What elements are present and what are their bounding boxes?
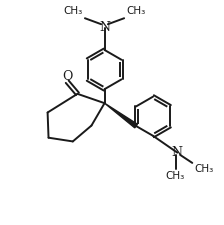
Text: O: O	[62, 70, 72, 83]
Text: CH₃: CH₃	[166, 171, 185, 181]
Polygon shape	[105, 103, 137, 128]
Text: CH₃: CH₃	[63, 6, 83, 16]
Text: CH₃: CH₃	[126, 6, 146, 16]
Text: CH₃: CH₃	[194, 164, 214, 174]
Text: N: N	[99, 21, 110, 34]
Text: N: N	[172, 146, 183, 159]
